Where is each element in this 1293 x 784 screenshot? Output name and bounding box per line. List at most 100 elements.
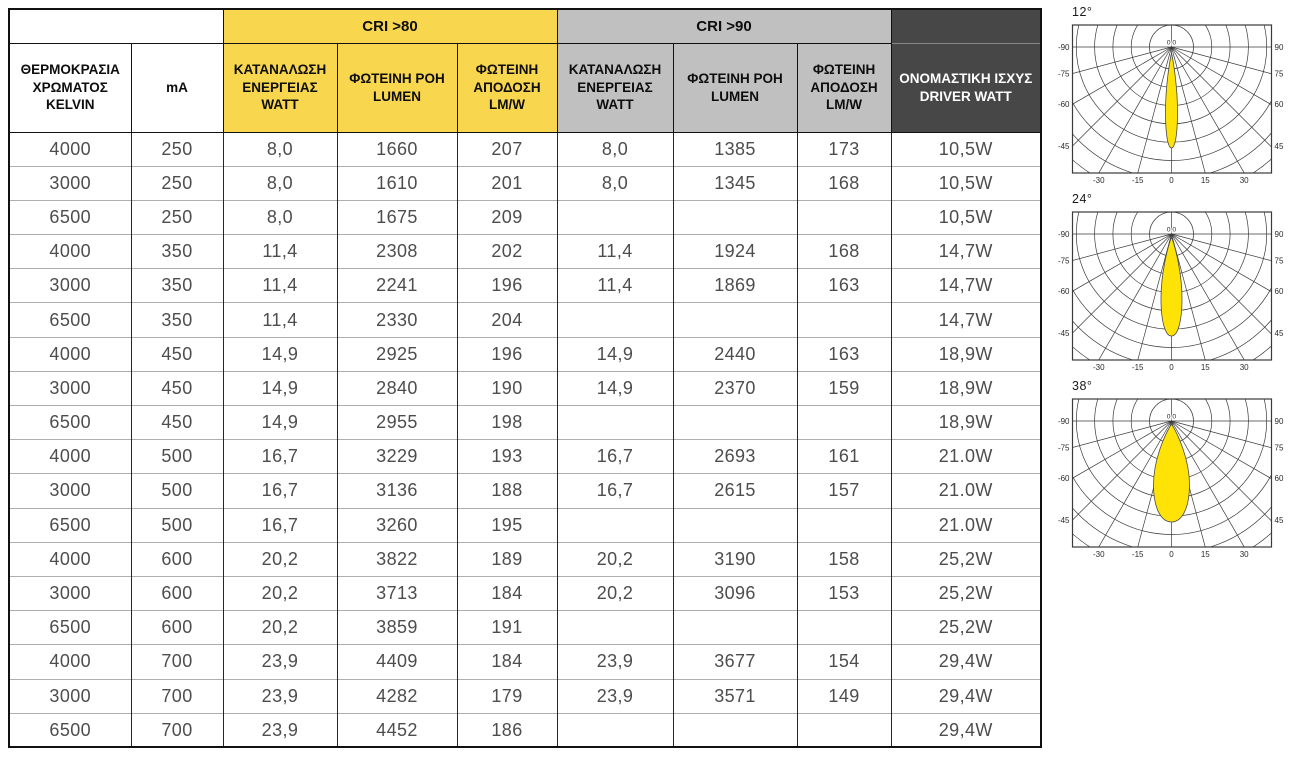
axis-tick-label: -75 xyxy=(1058,443,1070,452)
cell: 11,4 xyxy=(556,234,674,269)
cell: 20,2 xyxy=(222,610,338,645)
cell: 600 xyxy=(130,541,224,577)
cell: 3571 xyxy=(672,678,798,714)
cell: 198 xyxy=(456,404,558,440)
cell: 500 xyxy=(130,439,224,474)
axis-tick-label: -75 xyxy=(1058,256,1070,265)
cell: 6500 xyxy=(9,610,132,645)
beam-diagram-38deg: 38° -90 -75 -60 -45 90 75 60 45 -30 -15 0 15 30 0.0 xyxy=(1052,379,1292,563)
cell: 6500 xyxy=(9,302,132,338)
axis-tick-label: -45 xyxy=(1058,516,1070,525)
table-row: 4000 250 8,0 1660 207 8,0 1385 173 10,5W xyxy=(9,131,1042,167)
group-header-row: CRI >80 CRI >90 xyxy=(8,8,1042,44)
axis-tick-label: 15 xyxy=(1201,363,1210,372)
cell: 179 xyxy=(456,678,558,714)
cell: 157 xyxy=(796,473,892,509)
cell: 3859 xyxy=(336,610,458,645)
col-header-lumen-cri80: ΦΩΤΕΙΝΗ ΡΟΗ LUMEN xyxy=(336,42,458,133)
cell: 21.0W xyxy=(890,473,1042,509)
col-header-lumen-cri90: ΦΩΤΕΙΝΗ ΡΟΗ LUMEN xyxy=(672,42,798,133)
cell: 21.0W xyxy=(890,507,1042,543)
cell: 18,9W xyxy=(890,370,1042,406)
cell: 3000 xyxy=(9,268,132,303)
cell: 191 xyxy=(456,610,558,645)
cell: 500 xyxy=(130,507,224,543)
cell: 3260 xyxy=(336,507,458,543)
cell: 188 xyxy=(456,473,558,509)
cell: 4452 xyxy=(336,712,458,748)
cell: 23,9 xyxy=(222,678,338,714)
cell: 1675 xyxy=(336,199,458,235)
cell: 700 xyxy=(130,712,224,748)
cell: 4000 xyxy=(9,644,132,679)
cell: 11,4 xyxy=(222,268,338,303)
col-header-lmw-cri90: ΦΩΤΕΙΝΗ ΑΠΟΔΟΣΗ LM/W xyxy=(796,42,892,133)
axis-tick-label: -30 xyxy=(1093,550,1105,559)
axis-tick-label: 60 xyxy=(1275,287,1284,296)
cell: 250 xyxy=(130,199,224,235)
diagram-title: 38° xyxy=(1072,379,1093,393)
cell: 1610 xyxy=(336,165,458,201)
axis-tick-label: -60 xyxy=(1058,287,1070,296)
beam-diagram-12deg: 12° -90 -75 -60 -45 90 75 60 45 -30 -15 0 15 30 0.0 xyxy=(1052,5,1292,189)
axis-tick-label: 60 xyxy=(1275,100,1284,109)
cell: 20,2 xyxy=(556,575,674,611)
axis-tick-label: -60 xyxy=(1058,100,1070,109)
cell: 14,9 xyxy=(556,370,674,406)
cell: 168 xyxy=(796,165,892,201)
cell: 201 xyxy=(456,165,558,201)
cell: 14,9 xyxy=(222,370,338,406)
cell: 11,4 xyxy=(556,268,674,303)
table-row: 6500 350 11,4 2330 204 14,7W xyxy=(9,302,1042,338)
cell: 184 xyxy=(456,644,558,679)
axis-tick-label: 15 xyxy=(1201,176,1210,185)
cell: 6500 xyxy=(9,507,132,543)
beam-diagrams-column: 12° -90 -75 -60 -45 90 75 60 45 -30 -15 0 15 30 0.0 2… xyxy=(1052,5,1292,566)
cell: 21.0W xyxy=(890,439,1042,474)
cell: 189 xyxy=(456,541,558,577)
beam-diagram-24deg: 24° -90 -75 -60 -45 90 75 60 45 -30 -15 0 15 30 0.0 xyxy=(1052,192,1292,376)
cri90-group-header: CRI >90 xyxy=(556,8,892,44)
cell: 149 xyxy=(796,678,892,714)
cell: 4000 xyxy=(9,131,132,167)
cell xyxy=(672,302,798,338)
axis-tick-label: 30 xyxy=(1240,176,1249,185)
cell: 10,5W xyxy=(890,131,1042,167)
cell: 204 xyxy=(456,302,558,338)
cell: 1924 xyxy=(672,234,798,269)
cell: 500 xyxy=(130,473,224,509)
cell: 3096 xyxy=(672,575,798,611)
col-header-kelvin: ΘΕΡΜΟΚΡΑΣΙΑ ΧΡΩΜΑΤΟΣ KELVIN xyxy=(8,42,132,133)
beam-lobe xyxy=(1165,52,1178,149)
cell: 4282 xyxy=(336,678,458,714)
cell: 196 xyxy=(456,268,558,303)
cell: 1869 xyxy=(672,268,798,303)
cell xyxy=(556,712,674,748)
polar-diagram-svg: -90 -75 -60 -45 90 75 60 45 -30 -15 0 15 30 0.0 xyxy=(1058,24,1284,185)
cell xyxy=(796,712,892,748)
cell: 14,7W xyxy=(890,302,1042,338)
table-row: 3000 600 20,2 3713 184 20,2 3096 153 25,2W xyxy=(9,575,1042,611)
diagram-title: 12° xyxy=(1072,5,1093,19)
axis-tick-label: 75 xyxy=(1275,69,1284,78)
cell: 18,9W xyxy=(890,404,1042,440)
axis-tick-label: 0.0 xyxy=(1167,227,1177,234)
cell: 3229 xyxy=(336,439,458,474)
axis-tick-label: 30 xyxy=(1240,550,1249,559)
cell: 2925 xyxy=(336,336,458,372)
table-row: 6500 500 16,7 3260 195 21.0W xyxy=(9,507,1042,543)
cell: 25,2W xyxy=(890,610,1042,645)
cell: 23,9 xyxy=(556,644,674,679)
cell xyxy=(672,199,798,235)
cell xyxy=(556,610,674,645)
cell: 350 xyxy=(130,302,224,338)
cell: 14,9 xyxy=(556,336,674,372)
axis-tick-label: -45 xyxy=(1058,142,1070,151)
cell: 3677 xyxy=(672,644,798,679)
cell: 190 xyxy=(456,370,558,406)
cell: 250 xyxy=(130,131,224,167)
cell: 450 xyxy=(130,370,224,406)
cell: 700 xyxy=(130,644,224,679)
cell xyxy=(796,404,892,440)
cell xyxy=(672,610,798,645)
